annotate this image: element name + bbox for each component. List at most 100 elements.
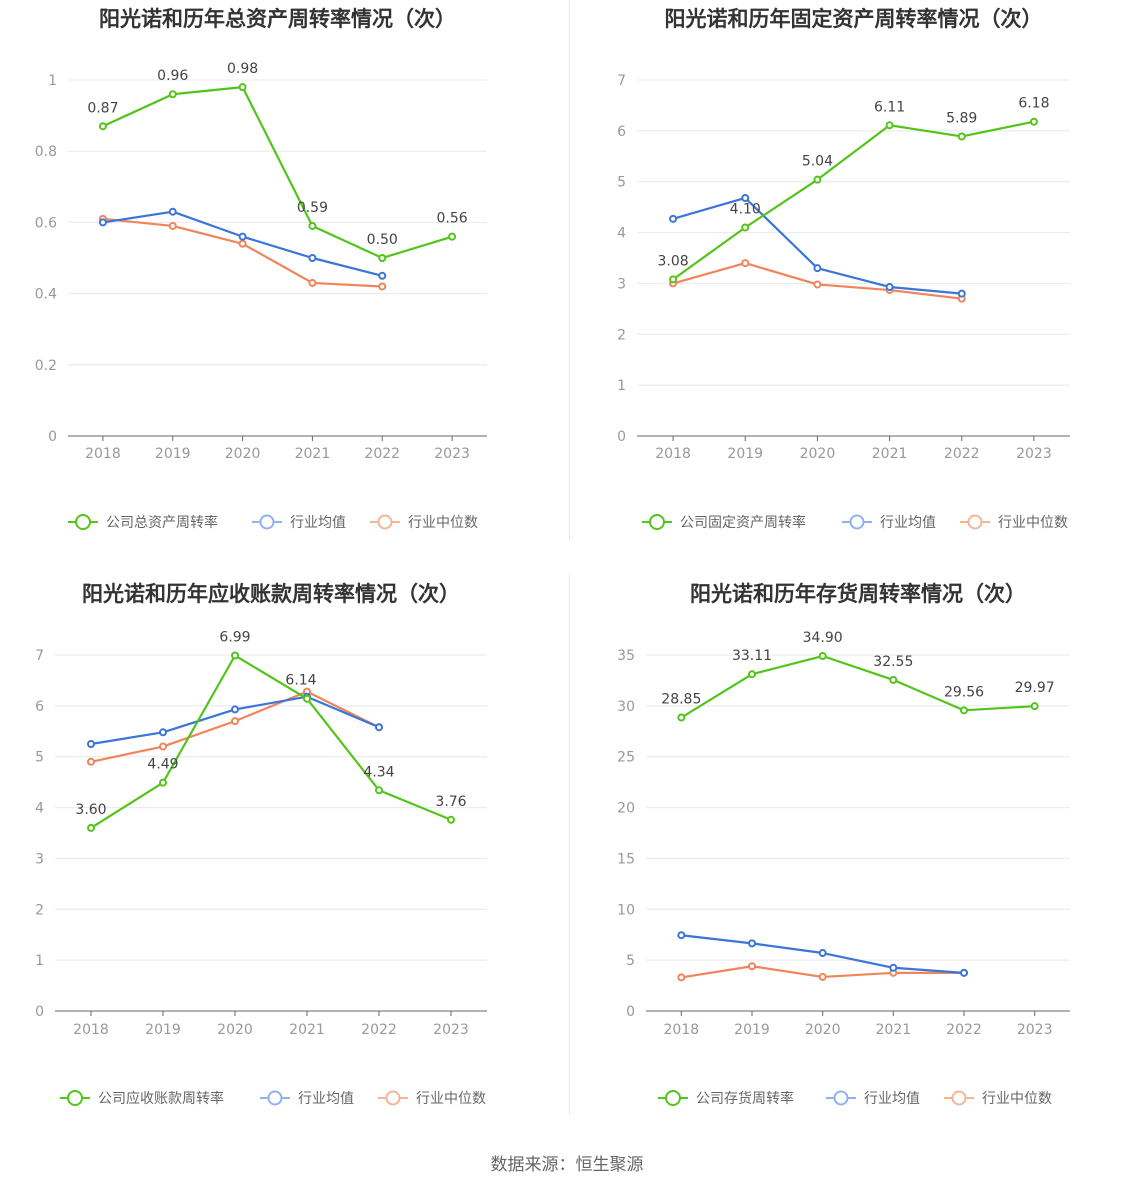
- data-point-industry-median: [378, 282, 387, 291]
- data-label: 32.55: [873, 654, 913, 670]
- chart-2: 阳光诺和历年应收账款周转率情况（次） 0 1 2 3 4 5 6 7 2018 2019 2020 20…: [35, 582, 487, 1107]
- y-tick-label: 4: [617, 226, 626, 242]
- data-point-company: [98, 122, 107, 131]
- data-point-industry-avg: [159, 728, 167, 737]
- legend-item-industry-median[interactable]: 行业中位数: [370, 514, 478, 531]
- y-tick-label: 0: [35, 1004, 44, 1020]
- data-point-company: [960, 706, 968, 715]
- legend-item-industry-median[interactable]: 行业中位数: [944, 1090, 1052, 1107]
- data-point-company: [159, 778, 167, 787]
- data-point-industry-avg: [957, 289, 966, 298]
- source-footer: 数据来源：恒生聚源: [490, 1155, 644, 1175]
- legend-marker: [967, 514, 983, 530]
- legend-marker: [951, 1090, 967, 1106]
- data-point-company: [448, 232, 457, 241]
- y-tick-label: 0.4: [35, 287, 57, 303]
- y-tick-label: 3: [617, 276, 626, 292]
- legend-item-company[interactable]: 公司存货周转率: [658, 1090, 794, 1107]
- data-label: 5.04: [802, 154, 833, 170]
- x-tick-label: 2021: [295, 446, 331, 462]
- y-tick-label: 3: [35, 851, 44, 867]
- data-point-industry-median: [748, 962, 756, 971]
- data-point-industry-avg: [87, 740, 95, 748]
- series-line-company: [90, 654, 452, 829]
- legend-item-company[interactable]: 公司应收账款周转率: [60, 1090, 224, 1107]
- legend-item-industry-avg[interactable]: 行业均值: [252, 514, 346, 531]
- data-point-company: [813, 175, 822, 184]
- data-point-industry-avg: [238, 232, 247, 241]
- x-tick-label: 2018: [664, 1022, 700, 1038]
- data-label: 34.90: [803, 630, 843, 646]
- data-label: 6.11: [874, 99, 905, 115]
- y-tick-label: 0.8: [35, 144, 57, 160]
- x-tick-label: 2022: [946, 1022, 982, 1038]
- data-label: 4.34: [363, 764, 394, 780]
- data-point-industry-avg: [960, 968, 968, 977]
- data-label: 0.56: [436, 211, 467, 227]
- y-tick-label: 5: [626, 953, 635, 969]
- data-point-industry-median: [87, 757, 95, 766]
- data-point-industry-median: [741, 259, 750, 268]
- data-point-industry-avg: [748, 939, 756, 948]
- data-point-company: [447, 815, 455, 824]
- data-label: 4.49: [147, 757, 178, 773]
- panel-divider-bottom: [569, 575, 570, 1115]
- legend-item-company[interactable]: 公司总资产周转率: [68, 514, 218, 531]
- data-point-industry-median: [238, 239, 247, 248]
- chart-inventory-turnover: [567, 575, 1134, 1150]
- data-point-industry-median: [159, 742, 167, 751]
- data-point-industry-avg: [378, 271, 387, 280]
- x-tick-label: 2019: [734, 1022, 770, 1038]
- legend-marker: [385, 1090, 401, 1106]
- x-tick-label: 2021: [876, 1022, 912, 1038]
- x-tick-label: 2023: [434, 446, 470, 462]
- legend-item-industry-avg[interactable]: 行业均值: [260, 1090, 354, 1107]
- y-tick-label: 1: [48, 73, 57, 89]
- legend-item-industry-median[interactable]: 行业中位数: [378, 1090, 486, 1107]
- legend-item-industry-avg[interactable]: 行业均值: [826, 1090, 920, 1107]
- series-line-company: [680, 654, 1035, 719]
- legend-label: 公司应收账款周转率: [98, 1090, 224, 1107]
- legend-marker: [665, 1090, 681, 1106]
- y-tick-label: 0: [617, 429, 626, 445]
- data-label: 5.89: [946, 110, 977, 126]
- data-point-industry-avg: [375, 723, 383, 732]
- x-tick-label: 2023: [433, 1022, 469, 1038]
- data-point-company: [889, 675, 898, 684]
- x-tick-label: 2021: [872, 446, 908, 462]
- data-label: 33.11: [732, 648, 772, 664]
- legend-label: 行业中位数: [982, 1091, 1052, 1107]
- legend-label: 行业均值: [298, 1091, 354, 1107]
- y-tick-label: 5: [617, 175, 626, 191]
- data-point-company: [231, 651, 239, 660]
- data-label: 29.97: [1015, 680, 1055, 696]
- data-point-company: [741, 223, 750, 232]
- chart-title: 阳光诺和历年存货周转率情况（次）: [690, 582, 1026, 606]
- data-point-industry-avg: [168, 207, 177, 216]
- legend-marker: [377, 514, 393, 530]
- legend-label: 公司存货周转率: [696, 1090, 794, 1107]
- y-tick-label: 0.6: [35, 215, 57, 231]
- y-tick-label: 6: [617, 124, 626, 140]
- x-tick-label: 2020: [217, 1022, 253, 1038]
- y-tick-label: 15: [617, 851, 635, 867]
- data-label: 3.60: [75, 802, 106, 818]
- legend-item-company[interactable]: 公司固定资产周转率: [642, 514, 806, 531]
- data-point-industry-median: [168, 221, 177, 230]
- data-label: 28.85: [661, 692, 701, 708]
- legend-label: 行业中位数: [416, 1091, 486, 1107]
- data-point-company: [303, 694, 311, 703]
- chart-total-asset-turnover: [0, 0, 567, 575]
- legend-label: 公司固定资产周转率: [680, 514, 806, 531]
- y-tick-label: 2: [35, 902, 44, 918]
- legend-item-industry-avg[interactable]: 行业均值: [842, 514, 936, 531]
- data-point-company: [677, 713, 686, 722]
- legend-item-industry-median[interactable]: 行业中位数: [960, 514, 1068, 531]
- chart-fixed-asset-turnover: [567, 0, 1134, 575]
- x-tick-label: 2023: [1017, 1022, 1053, 1038]
- series-line-company: [672, 120, 1035, 281]
- y-tick-label: 0: [48, 429, 57, 445]
- x-tick-label: 2020: [805, 1022, 841, 1038]
- data-point-industry-avg: [813, 264, 822, 273]
